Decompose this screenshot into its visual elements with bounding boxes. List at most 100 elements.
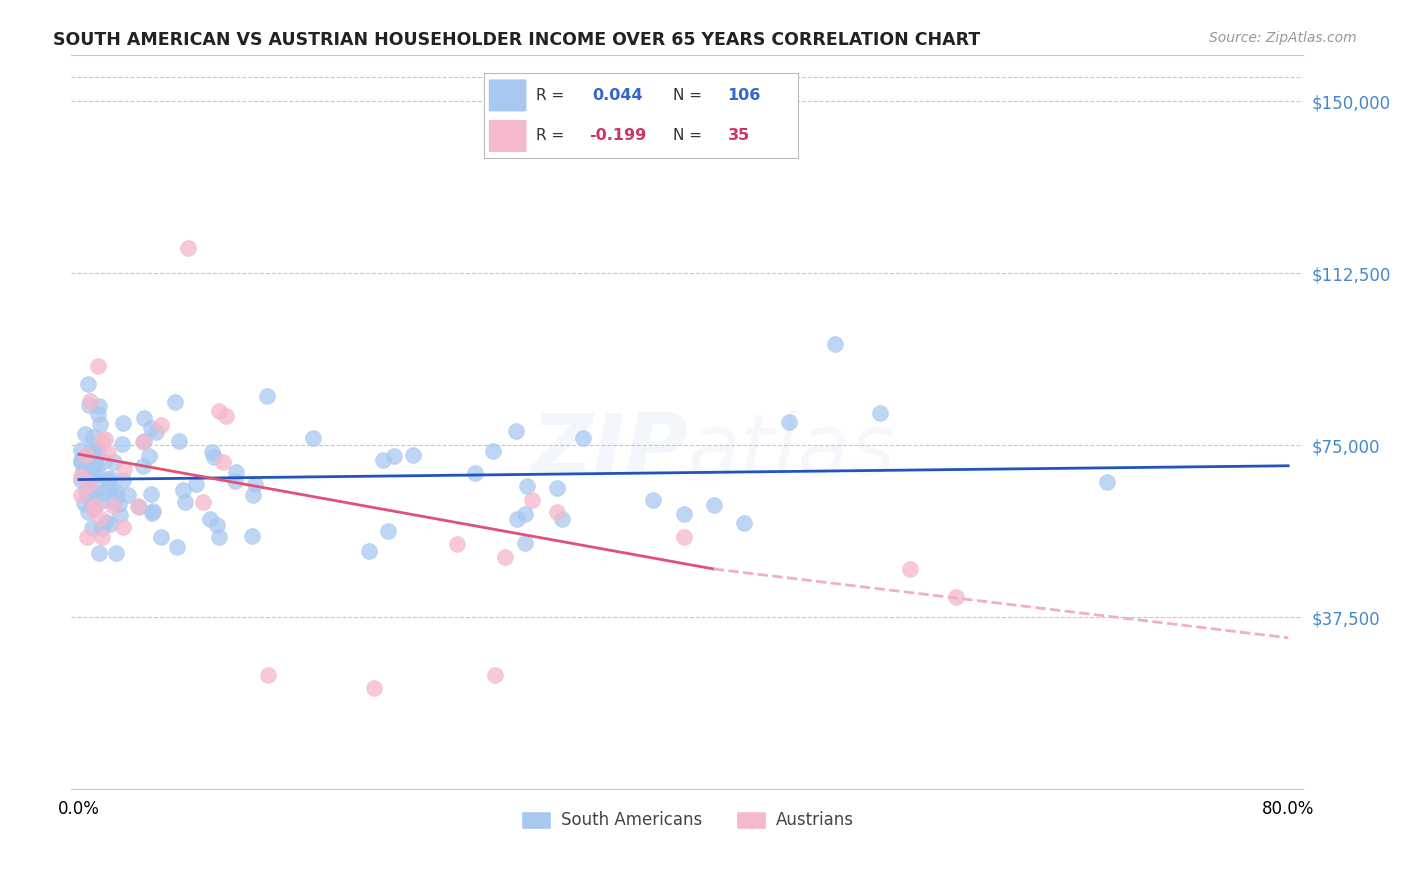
Point [83,461,105,475]
Point [128,500,150,514]
Point [72,464,94,478]
Point [112,416,135,430]
Point [83,491,105,506]
Point [225,465,247,479]
Point [97,474,120,488]
Point [572,431,595,445]
Point [778,415,800,429]
Point [69,455,91,469]
Point [256,389,278,403]
Point [112,462,135,476]
Point [505,424,527,438]
Point [464,466,486,480]
Point [224,474,246,488]
Point [89,510,111,524]
Point [87,407,110,421]
Point [127,499,149,513]
Point [83,467,105,481]
Point [89,546,111,560]
Point [212,455,235,469]
Text: atlas: atlas [688,410,896,493]
Point [484,667,506,681]
Point [86,447,108,461]
Point [481,444,503,458]
Point [76,505,98,519]
Point [108,508,131,523]
Point [134,434,156,449]
Point [69,488,91,502]
Point [402,448,425,462]
Point [672,507,695,521]
Point [215,409,238,424]
Point [82,430,104,444]
Point [105,489,128,503]
Point [202,450,225,465]
Point [98,516,121,531]
Point [733,516,755,530]
Point [201,445,224,459]
Point [869,406,891,420]
Point [824,337,846,351]
Point [94,433,117,447]
Text: ZIP: ZIP [530,410,688,493]
Point [79,393,101,408]
Point [301,431,323,445]
Point [111,437,134,451]
Point [108,497,131,511]
Point [84,499,107,513]
Point [139,487,162,501]
Point [83,478,105,492]
Point [166,540,188,554]
Point [91,433,114,447]
Point [132,435,155,450]
Legend: South Americans, Austrians: South Americans, Austrians [515,804,860,836]
Point [173,495,195,509]
Point [149,418,172,433]
Point [172,483,194,497]
Point [371,453,394,467]
Point [703,498,725,512]
Point [193,495,215,509]
Point [93,454,115,468]
Text: Source: ZipAtlas.com: Source: ZipAtlas.com [1209,31,1357,45]
Point [77,477,100,491]
Point [90,493,112,508]
Point [97,445,120,459]
Point [945,590,967,604]
Point [145,425,167,439]
Point [672,530,695,544]
Point [73,496,96,510]
Point [104,485,127,500]
Point [520,493,543,508]
Point [98,471,121,485]
Point [494,550,516,565]
Point [82,501,104,516]
Point [546,505,568,519]
Point [446,537,468,551]
Point [177,241,200,255]
Point [551,512,574,526]
Point [105,546,128,560]
Point [141,506,163,520]
Point [80,469,103,483]
Point [80,498,103,512]
Point [1095,475,1118,489]
Point [513,507,536,521]
Point [96,515,118,529]
Point [75,484,97,499]
Point [103,494,125,508]
Point [84,450,107,464]
Point [546,481,568,495]
Point [184,477,207,491]
Point [89,417,111,431]
Point [80,465,103,479]
Point [112,520,135,534]
Point [69,468,91,483]
Point [80,521,103,535]
Point [75,426,97,441]
Point [84,458,107,472]
Point [87,359,110,373]
Point [86,463,108,477]
Point [242,487,264,501]
Point [205,518,228,533]
